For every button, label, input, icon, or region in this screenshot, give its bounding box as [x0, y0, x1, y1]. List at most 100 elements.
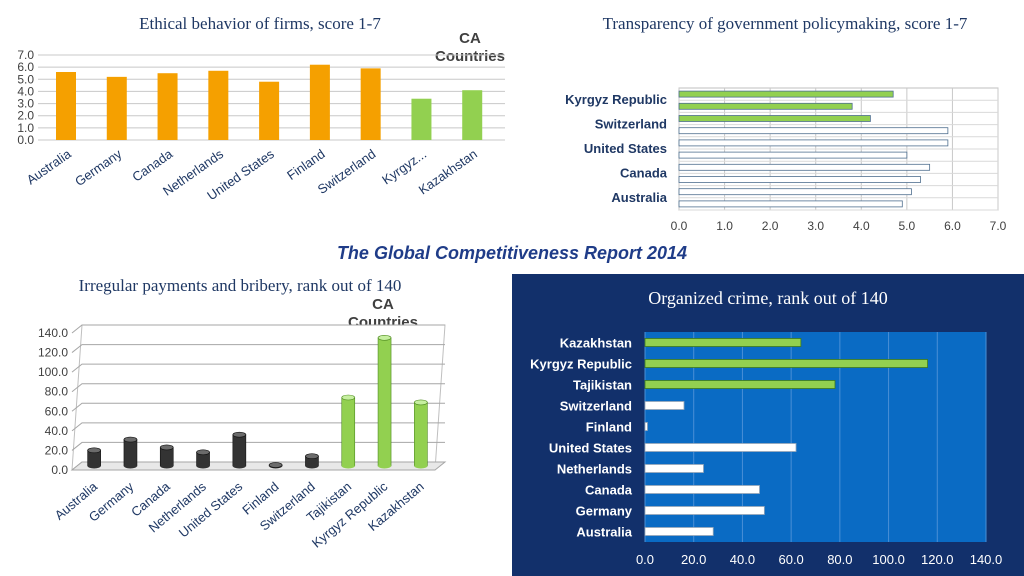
- transparency-title: Transparency of government policymaking,…: [602, 14, 968, 33]
- bribery-bar-base: [232, 463, 246, 469]
- crime-bar-kazakhstan: [644, 338, 802, 347]
- bribery-y-tick-label: 100.0: [38, 365, 68, 379]
- bribery-bar-cap: [159, 444, 174, 451]
- crime-x-tick-label: 40.0: [730, 552, 755, 567]
- bribery-bar-cap: [414, 399, 428, 406]
- bribery-bar-cap: [341, 394, 356, 401]
- transparency-y-label: Switzerland: [595, 117, 667, 132]
- bribery-bar-cap: [232, 431, 247, 438]
- transparency-bar: [678, 139, 949, 147]
- bribery-ca-line1: CA: [372, 296, 394, 313]
- transparency-bar: [678, 188, 912, 196]
- bribery-bar-base: [341, 463, 355, 469]
- transparency-x-ticks: 0.0 1.0 2.0 3.0 4.0 5.0 6.0 7.0: [671, 219, 1007, 233]
- bribery-gridline: [71, 383, 445, 393]
- bribery-bar-kyrgyz-republic: [377, 337, 392, 467]
- bribery-bar-united-states: [232, 434, 247, 467]
- bribery-bar-cap: [196, 449, 210, 456]
- ethics-y-tick-label: 6.0: [17, 60, 34, 74]
- crime-chart: Australia Germany Canada Netherlands United …: [530, 332, 1002, 567]
- ethics-ca-line1: CA: [459, 30, 481, 47]
- transparency-bars: [678, 90, 998, 211]
- bribery-x-label: United States: [176, 478, 246, 540]
- crime-x-tick-label: 100.0: [872, 552, 905, 567]
- transparency-y-label: Kyrgyz Republic: [565, 92, 667, 107]
- ethics-ca-label: CA Countries: [420, 30, 520, 66]
- bribery-bar-cap: [377, 335, 392, 341]
- ethics-x-label: Australia: [24, 146, 75, 188]
- bribery-bar-germany: [123, 439, 138, 467]
- crime-bar-united-states: [644, 443, 797, 452]
- transparency-x-tick-label: 1.0: [716, 219, 733, 233]
- ethics-y-tick-label: 0.0: [17, 133, 34, 147]
- bribery-y-tick-label: 80.0: [45, 385, 69, 399]
- bribery-bar-base: [123, 463, 137, 469]
- crime-title: Organized crime, rank out of 140: [648, 288, 888, 308]
- crime-y-label: Australia: [576, 525, 632, 540]
- transparency-bar: [678, 151, 908, 159]
- transparency-bar: [678, 176, 921, 183]
- crime-x-tick-label: 60.0: [778, 552, 803, 567]
- crime-x-tick-label: 0.0: [636, 552, 654, 567]
- bribery-bar-base: [196, 463, 210, 469]
- transparency-bar: [678, 90, 894, 98]
- crime-y-label: United States: [549, 441, 632, 456]
- bribery-bar-base: [160, 463, 174, 469]
- transparency-chart: Australia Canada United States Switzerland K…: [565, 87, 1007, 233]
- transparency-x-tick-label: 4.0: [853, 219, 870, 233]
- bribery-gridline: [71, 402, 445, 412]
- bribery-bar-tajikistan: [341, 397, 356, 467]
- bribery-y-tick-label: 120.0: [38, 346, 68, 360]
- crime-y-label: Germany: [576, 504, 633, 519]
- crime-y-label: Kazakhstan: [560, 336, 632, 351]
- bribery-bar-base: [87, 463, 101, 469]
- ethics-y-tick-label: 5.0: [17, 72, 34, 86]
- bribery-bar-cap: [87, 447, 101, 454]
- transparency-bar: [678, 127, 949, 135]
- ethics-y-tick-label: 4.0: [17, 84, 34, 98]
- crime-bar-tajikistan: [644, 380, 836, 389]
- ethics-y-tick-label: 2.0: [17, 109, 34, 123]
- report-title: The Global Competitiveness Report 2014: [336, 243, 688, 263]
- bribery-gridline: [71, 324, 445, 334]
- transparency-bar: [678, 200, 903, 208]
- ethics-bar-kyrgyz: [411, 98, 432, 140]
- crime-bars: [644, 338, 928, 536]
- transparency-x-tick-label: 3.0: [807, 219, 824, 233]
- bribery-gridline: [71, 344, 445, 353]
- transparency-y-label: United States: [584, 141, 667, 156]
- ethics-bar-netherlands: [208, 70, 229, 140]
- transparency-y-label: Australia: [611, 190, 667, 205]
- ethics-y-tick-label: 1.0: [17, 121, 34, 135]
- bribery-bar-base: [378, 463, 392, 469]
- bribery-y-ticks: 0.0 20.0 40.0 60.0 80.0 100.0 120.0 140.0: [38, 326, 68, 477]
- ethics-ca-line2: Countries: [434, 48, 505, 65]
- crime-y-labels: Australia Germany Canada Netherlands United …: [530, 336, 633, 540]
- ethics-bar-canada: [157, 73, 178, 140]
- ethics-bar-kazakhstan: [462, 90, 483, 140]
- bribery-y-tick-label: 140.0: [38, 326, 68, 340]
- transparency-y-labels: Australia Canada United States Switzerland K…: [565, 92, 668, 205]
- crime-x-tick-label: 140.0: [970, 552, 1003, 567]
- crime-bar-switzerland: [644, 401, 685, 410]
- transparency-bar: [678, 163, 931, 171]
- ethics-y-tick-label: 3.0: [17, 97, 34, 111]
- ethics-bars: [56, 64, 483, 140]
- ethics-x-label: Canada: [129, 146, 176, 185]
- crime-bar-netherlands: [644, 464, 704, 473]
- ethics-bar-united-states: [259, 81, 280, 140]
- crime-bar-australia: [644, 527, 714, 536]
- bribery-bar-cap: [305, 453, 319, 460]
- crime-bar-finland: [644, 422, 648, 431]
- bribery-chart: 0.0 20.0 40.0 60.0 80.0 100.0 120.0 140.0 Austr…: [38, 324, 447, 551]
- crime-y-label: Canada: [585, 483, 633, 498]
- crime-y-label: Finland: [586, 420, 632, 435]
- bribery-bar-kazakhstan: [414, 402, 428, 467]
- bribery-bar-base: [305, 463, 319, 469]
- bribery-y-tick-label: 60.0: [45, 404, 69, 418]
- ethics-y-tick-label: 7.0: [17, 48, 34, 62]
- ethics-bar-finland: [309, 64, 330, 140]
- crime-x-ticks: 0.0 20.0 40.0 60.0 80.0 100.0 120.0 140.0: [636, 552, 1002, 567]
- crime-x-tick-label: 120.0: [921, 552, 954, 567]
